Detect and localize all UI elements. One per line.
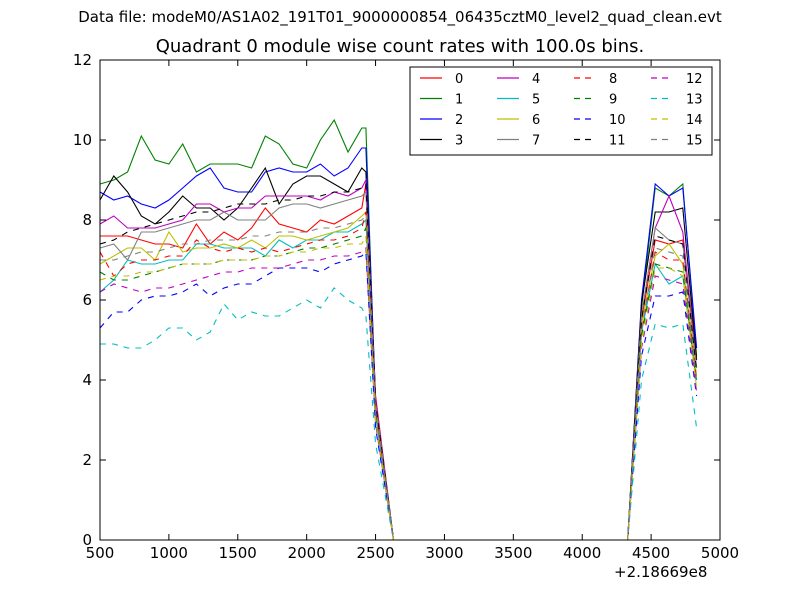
x-tick-label: 4000	[563, 544, 601, 562]
series-line-3	[99, 166, 698, 541]
legend-label-5: 5	[532, 93, 540, 108]
x-tick-label: 500	[86, 544, 115, 562]
series-line-11	[99, 182, 698, 541]
series-line-9	[99, 225, 698, 541]
series-line-8	[99, 211, 698, 541]
legend-label-15: 15	[686, 134, 703, 149]
x-tick-label: 3000	[425, 544, 463, 562]
series-line-5	[99, 218, 698, 541]
x-tick-label: 3500	[494, 544, 532, 562]
series-line-13	[100, 287, 698, 541]
legend-label-2: 2	[455, 113, 463, 128]
y-tick-label: 10	[73, 131, 92, 149]
y-tick-label: 2	[82, 451, 92, 469]
legend-label-1: 1	[455, 93, 463, 108]
legend-label-9: 9	[609, 93, 617, 108]
y-tick-label: 4	[82, 371, 92, 389]
series-line-2	[99, 147, 698, 541]
y-tick-label: 12	[73, 51, 92, 69]
x-tick-label: 2500	[356, 544, 394, 562]
y-tick-label: 6	[82, 291, 92, 309]
series-line-7	[99, 190, 698, 541]
legend-label-7: 7	[532, 134, 540, 149]
tick-layer: 500 1000 1500 2000 2500 3000 3500 4000 4500 5000 0…	[73, 51, 739, 562]
legend-frame	[409, 66, 713, 156]
x-tick-label: 2000	[288, 544, 326, 562]
chart-title: Quadrant 0 module wise count rates with …	[155, 36, 645, 57]
x-tick-label: 5000	[701, 544, 739, 562]
legend-label-12: 12	[686, 72, 703, 87]
series-line-6	[99, 210, 698, 541]
legend-label-11: 11	[609, 134, 626, 149]
y-tick-label: 8	[82, 211, 92, 229]
series-line-1	[99, 118, 698, 541]
series-layer	[99, 118, 698, 541]
x-tick-label: 1500	[219, 544, 257, 562]
legend-label-14: 14	[686, 113, 703, 128]
series-line-14	[99, 233, 698, 541]
series-line-12	[99, 246, 698, 541]
series-line-10	[99, 250, 698, 541]
y-tick-label: 0	[82, 531, 92, 549]
legend-label-6: 6	[532, 113, 540, 128]
figure-suptitle: Data file: modeM0/AS1A02_191T01_90000008…	[78, 8, 722, 26]
legend-label-13: 13	[686, 93, 703, 108]
series-line-15	[100, 214, 698, 541]
legend-label-3: 3	[455, 134, 463, 149]
x-tick-label: 1000	[150, 544, 188, 562]
x-tick-label: 4500	[632, 544, 670, 562]
legend-label-4: 4	[532, 72, 540, 87]
series-line-0	[100, 183, 698, 541]
series-line-4	[99, 177, 698, 541]
legend-label-10: 10	[609, 113, 626, 128]
legend-label-8: 8	[609, 72, 617, 87]
x-offset-label: +2.18669e8	[614, 563, 708, 581]
legend-label-0: 0	[455, 72, 463, 87]
